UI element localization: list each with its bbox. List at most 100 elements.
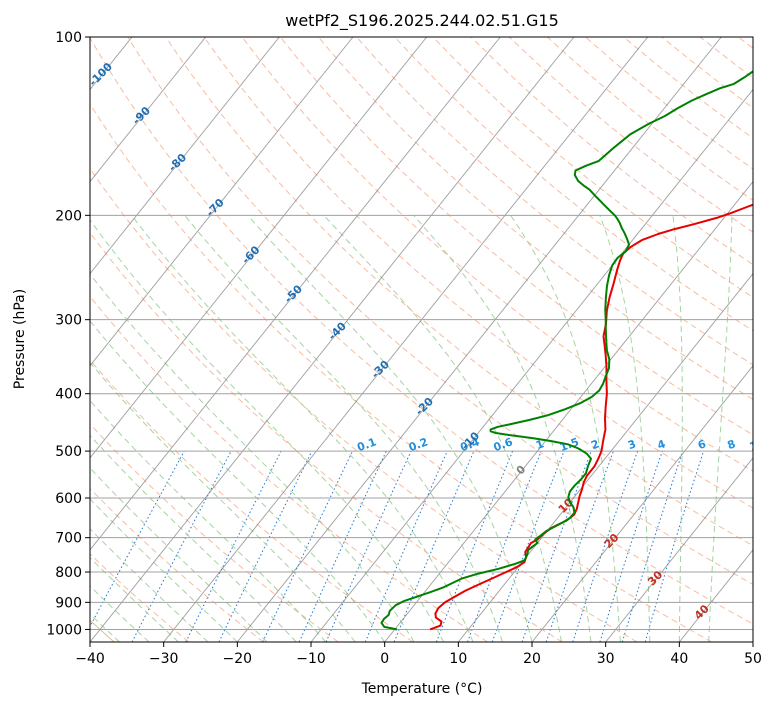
isotherm-20 — [531, 365, 753, 642]
moist-adiabats — [90, 214, 733, 642]
mixing-ratio-label: 0.2 — [407, 435, 430, 454]
mixing-ratio-line-13 — [545, 450, 614, 642]
moist-adiabat-24 — [323, 214, 562, 642]
moist-adiabat-32 — [510, 215, 621, 642]
isotherm--60 — [90, 37, 428, 459]
moist-adiabat-12 — [131, 215, 474, 642]
moist-adiabat-20 — [247, 214, 533, 642]
mixing-ratio-line-15 — [599, 450, 663, 642]
x-tick-label: 50 — [744, 651, 762, 667]
isotherm--80 — [90, 37, 280, 275]
y-tick-label: 500 — [55, 444, 82, 460]
series-dewpoint — [380, 70, 753, 631]
isotherm--20 — [236, 37, 722, 642]
y-tick-label: 1000 — [46, 622, 82, 638]
dry-adiabat-110 — [318, 37, 753, 401]
x-axis-label: Temperature (°C) — [361, 681, 483, 697]
mixing-ratio-line-2 — [185, 450, 282, 642]
plot-area — [90, 37, 753, 642]
isotherm-10 — [457, 272, 753, 642]
moist-adiabat-0 — [90, 320, 386, 642]
isotherm-0 — [384, 180, 753, 642]
dry-adiabat-80 — [203, 37, 753, 509]
isotherm--10 — [310, 88, 753, 642]
y-tick-label: 600 — [55, 491, 82, 507]
sounding-series — [380, 70, 753, 631]
dry-adiabat-120 — [356, 37, 753, 366]
mixing-ratio-label: 0.4 — [459, 435, 482, 454]
x-tick-label: −30 — [149, 651, 179, 667]
mixing-ratio-label: 2 — [589, 437, 601, 452]
y-tick-label: 200 — [55, 208, 82, 224]
dry-adiabat-60 — [127, 37, 753, 586]
dry-adiabat-30 — [90, 167, 638, 642]
y-tick-label: 100 — [55, 30, 82, 46]
isotherm--40 — [90, 37, 575, 642]
isobars — [90, 37, 753, 630]
plot-frame — [89, 36, 754, 643]
x-tick-label: 10 — [449, 651, 467, 667]
mixing-ratio-line-14 — [572, 450, 639, 642]
mixing-ratio-line-0 — [90, 450, 185, 628]
x-axis-ticks: −40 −30 −20 −10 0 10 20 30 40 50 — [75, 642, 762, 667]
mixing-ratio-label: 6 — [696, 437, 708, 452]
moist-adiabat--16 — [90, 467, 268, 642]
isotherm-30 — [605, 457, 753, 642]
x-tick-label: −10 — [296, 651, 326, 667]
x-tick-label: 30 — [597, 651, 615, 667]
dry-adiabat-40 — [90, 103, 712, 642]
dry-adiabat-50 — [90, 37, 753, 625]
isotherms — [90, 37, 753, 642]
x-tick-label: 40 — [670, 651, 688, 667]
y-tick-label: 400 — [55, 387, 82, 403]
dry-adiabat-20 — [90, 231, 563, 642]
moist-adiabat-8 — [90, 219, 445, 642]
mixing-ratio-line-16 — [621, 450, 684, 642]
moist-adiabat--20 — [90, 498, 238, 642]
x-tick-label: −40 — [75, 651, 105, 667]
x-tick-label: 0 — [380, 651, 389, 667]
isotherm--90 — [90, 37, 207, 183]
moist-adiabat--4 — [90, 361, 356, 642]
mixing-ratio-line-12 — [521, 450, 592, 642]
x-tick-label: −20 — [223, 651, 253, 667]
moist-adiabat--28 — [90, 556, 179, 642]
y-tick-label: 700 — [55, 531, 82, 547]
moist-adiabat-28 — [413, 214, 592, 642]
mixing-ratio-label: 10 — [748, 436, 767, 454]
mixing-ratio-line-9 — [435, 450, 514, 642]
mixing-ratio-label: 0.1 — [355, 435, 378, 454]
chart-title: wetPf2_S196.2025.244.02.51.G15 — [285, 11, 559, 31]
mixing-ratio-line-6 — [325, 450, 412, 642]
mixing-ratio-label: 4 — [656, 437, 668, 452]
moist-adiabat--8 — [90, 399, 327, 642]
dry-adiabats — [90, 37, 753, 642]
dry-adiabat-10 — [90, 295, 488, 642]
isotherm--70 — [90, 37, 354, 367]
moist-adiabat-40 — [672, 215, 683, 642]
y-tick-label: 900 — [55, 595, 82, 611]
isotherm--30 — [163, 37, 649, 642]
dry-adiabat--30 — [90, 553, 190, 642]
moist-adiabat-4 — [90, 273, 415, 642]
dry-adiabat-130 — [394, 37, 753, 332]
mixing-ratio-line-7 — [364, 450, 448, 642]
moist-adiabat-36 — [599, 215, 651, 642]
mixing-ratio-line-11 — [491, 450, 565, 642]
x-tick-label: 20 — [523, 651, 541, 667]
moist-adiabat-16 — [184, 214, 503, 642]
mixing-ratio-label: 0.6 — [492, 435, 515, 454]
mixing-ratio-label: 3 — [626, 437, 638, 452]
y-axis-ticks: 100 200 300 400 500 600 700 800 900 1000 — [46, 30, 90, 638]
moist-adiabat-44 — [708, 215, 733, 642]
moist-adiabat--24 — [90, 528, 209, 642]
moist-adiabat--32 — [90, 585, 150, 642]
isotherm--50 — [90, 37, 501, 551]
y-tick-label: 800 — [55, 565, 82, 581]
y-tick-label: 300 — [55, 313, 82, 329]
dry-adiabat--10 — [90, 423, 339, 642]
mixing-ratio-label: 8 — [726, 437, 738, 452]
y-axis-label: Pressure (hPa) — [12, 289, 28, 389]
mixing-ratio-label: 1 — [534, 437, 546, 452]
